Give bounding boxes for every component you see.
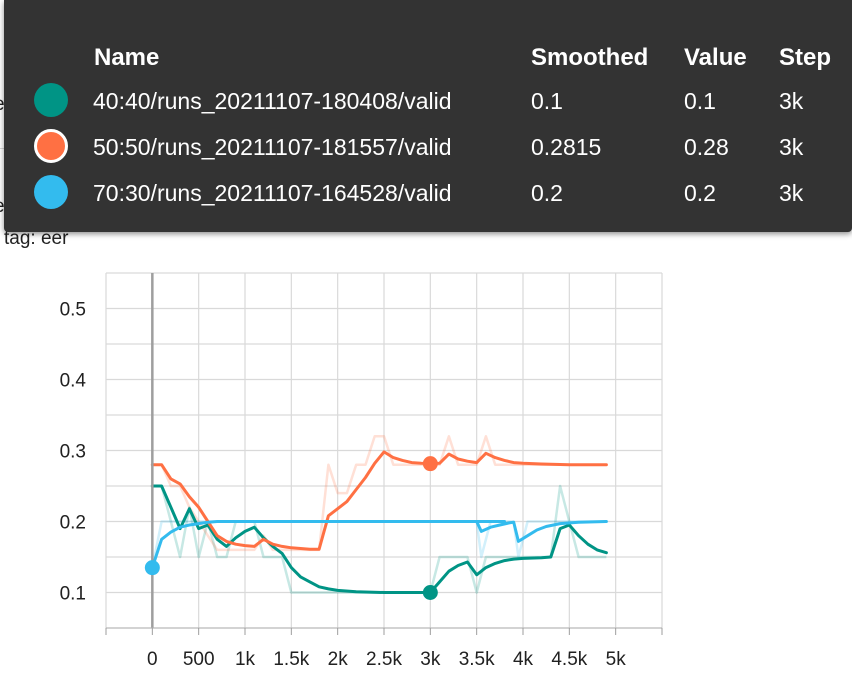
tooltip-header-step: Step	[779, 44, 832, 71]
hover-point-marker	[144, 560, 160, 576]
raw-series-line	[151, 520, 607, 568]
tooltip-row-smoothed: 0.2815	[531, 134, 602, 160]
x-tick-label: 1.5k	[273, 649, 309, 670]
series-color-dot	[34, 175, 68, 209]
y-tick-label: 0.2	[60, 513, 86, 534]
tooltip-row-value: 0.2	[684, 180, 716, 206]
tooltip-row-name: 50:50/runs_20211107-181557/valid	[93, 134, 452, 160]
y-tick-label: 0.1	[60, 584, 86, 605]
tooltip-header-name: Name	[94, 44, 160, 71]
x-tick-label: 4.5k	[551, 649, 587, 670]
x-tick-label: 500	[183, 649, 215, 670]
hover-point-marker	[422, 585, 438, 600]
y-tick-label: 0.5	[60, 300, 86, 321]
tooltip-row-name: 40:40/runs_20211107-180408/valid	[93, 88, 452, 114]
smoothed-series-line	[150, 450, 608, 551]
tooltip-row-name: 70:30/runs_20211107-164528/valid	[93, 180, 452, 206]
smoothed-series-line	[150, 520, 608, 570]
tooltip-row-smoothed: 0.2	[531, 180, 563, 206]
tooltip-row-step: 3k	[779, 88, 804, 114]
x-tick-label: 1k	[235, 649, 256, 670]
hover-markers	[144, 456, 438, 600]
tooltip-panel: Name Smoothed Value Step 40:40/runs_2021…	[4, 0, 852, 232]
x-tick-label: 2.5k	[366, 649, 402, 670]
series-color-dot	[34, 83, 68, 117]
y-tick-label: 0.4	[60, 371, 87, 392]
tooltip-row-value: 0.1	[684, 88, 716, 114]
tooltip-row-smoothed: 0.1	[531, 88, 563, 114]
tooltip-header-smoothed: Smoothed	[531, 44, 649, 71]
chart-tag-label: tag: eer	[4, 228, 69, 249]
chart-axes: 0 500 1k 1.5k 2k 2.5k 3k 3.5k 4k 4.5k 5k 0.1 0.2 0.3 0…	[60, 273, 663, 670]
smoothed-series-line	[150, 484, 608, 594]
x-tick-label: 0	[147, 649, 158, 670]
smoothed-series-layer	[150, 450, 608, 594]
x-tick-label: 4k	[513, 649, 534, 670]
x-tick-label: 3.5k	[459, 649, 495, 670]
series-color-dot	[34, 129, 68, 163]
tooltip-header-value: Value	[684, 44, 747, 71]
raw-series-line	[152, 435, 607, 552]
x-tick-label: 3k	[420, 649, 441, 670]
tooltip-row-value: 0.28	[684, 134, 729, 160]
x-tick-label: 2k	[328, 649, 349, 670]
tooltip-row-step: 3k	[779, 180, 804, 206]
x-tick-label: 5k	[606, 649, 627, 670]
y-tick-label: 0.3	[60, 442, 86, 463]
line-chart[interactable]: 0 500 1k 1.5k 2k 2.5k 3k 3.5k 4k 4.5k 5k 0.1 0.2 0.3 0…	[0, 262, 852, 686]
hover-point-marker	[422, 456, 438, 472]
tooltip-row-step: 3k	[779, 134, 804, 160]
